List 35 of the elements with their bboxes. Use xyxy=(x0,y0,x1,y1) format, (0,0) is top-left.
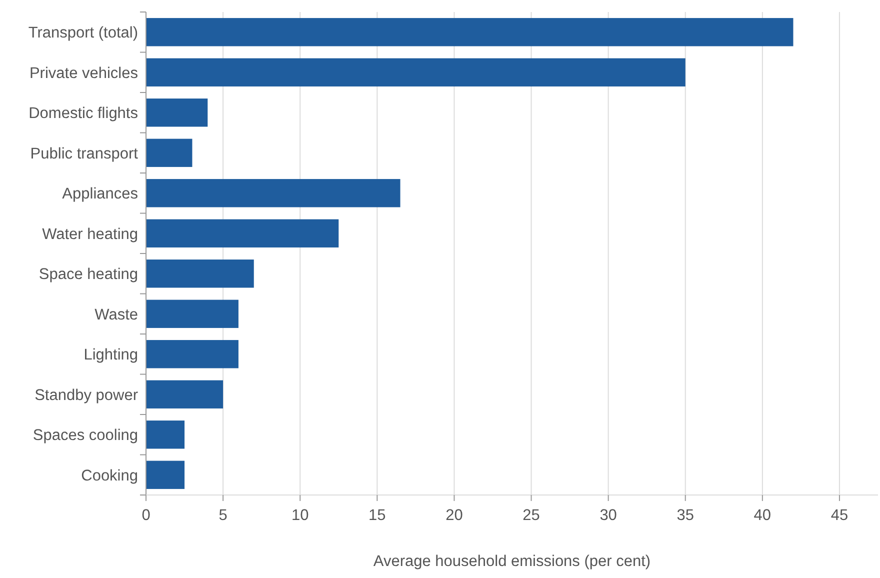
y-tick-label: Public transport xyxy=(30,145,139,162)
y-tick-label: Spaces cooling xyxy=(32,427,138,444)
y-tick-label: Waste xyxy=(94,306,138,324)
bar xyxy=(146,260,254,288)
x-tick-label: 15 xyxy=(368,507,386,524)
x-tick-label: 25 xyxy=(522,507,540,524)
y-tick-label: Space heating xyxy=(38,266,138,284)
bar xyxy=(146,219,339,248)
y-tick-label: Domestic flights xyxy=(28,105,138,122)
y-tick-label: Water heating xyxy=(42,226,138,243)
bar xyxy=(146,420,185,449)
x-tick-label: 35 xyxy=(676,507,694,524)
bar xyxy=(146,300,238,328)
x-tick-label: 0 xyxy=(142,507,151,524)
bar xyxy=(146,340,238,368)
x-tick-label: 40 xyxy=(754,507,772,524)
y-tick-label: Transport (total) xyxy=(28,24,138,42)
y-tick-label: Lighting xyxy=(84,346,138,364)
bar xyxy=(146,179,400,208)
x-tick-label: 10 xyxy=(291,507,310,524)
x-axis-title: Average household emissions (per cent) xyxy=(373,553,651,570)
y-tick-label: Cooking xyxy=(81,467,138,484)
y-tick-label: Appliances xyxy=(62,186,138,203)
bar xyxy=(146,58,686,86)
bar xyxy=(146,460,185,489)
bar xyxy=(146,380,224,408)
y-tick-label: Standby power xyxy=(34,386,138,404)
x-tick-label: 20 xyxy=(446,507,464,524)
bar xyxy=(146,18,794,46)
x-tick-label: 5 xyxy=(218,507,228,524)
y-tick-label: Private vehicles xyxy=(29,64,138,82)
x-tick-label: 45 xyxy=(830,507,848,524)
x-tick-label: 30 xyxy=(600,507,618,524)
bar xyxy=(146,138,192,167)
bar xyxy=(146,98,208,127)
